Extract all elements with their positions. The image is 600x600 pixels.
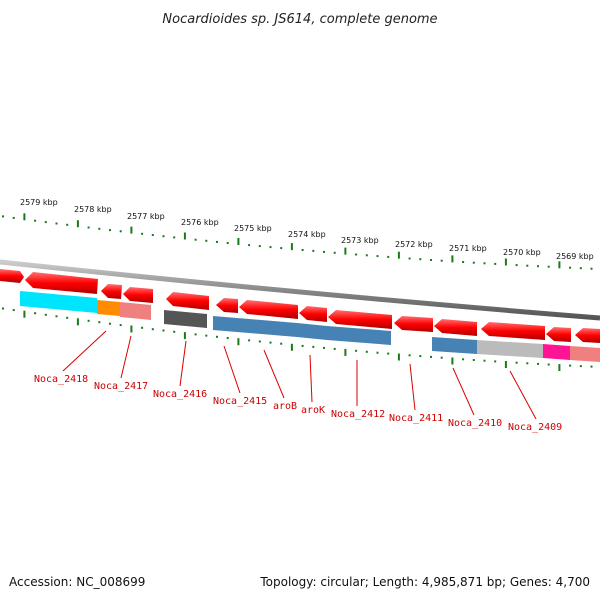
gene-label: Noca_2418 <box>34 374 88 385</box>
leader-line <box>309 354 313 403</box>
gene-arrow[interactable] <box>434 319 477 336</box>
gene-arrow[interactable] <box>123 287 153 303</box>
forward-strand-genes <box>0 269 600 343</box>
gene-block-cyan[interactable] <box>20 291 97 313</box>
scale-label: 2570 kbp <box>503 248 541 257</box>
gene-block-salmon[interactable] <box>570 346 600 362</box>
gene-arrow[interactable] <box>328 310 392 329</box>
scale-label: 2577 kbp <box>127 212 165 221</box>
map-title: Nocardioides sp. JS614, complete genome <box>162 12 437 27</box>
gene-block-lightgray[interactable] <box>477 340 543 358</box>
accession-text: Accession: NC_008699 <box>9 575 145 589</box>
leader-line <box>120 335 132 379</box>
lower-scale-ticks <box>2 307 593 372</box>
gene-block-darkgray[interactable] <box>164 310 207 328</box>
gene-arrow[interactable] <box>299 306 327 322</box>
genome-backbone <box>0 259 600 321</box>
gene-arrow[interactable] <box>546 327 571 342</box>
scale-label: 2573 kbp <box>341 236 379 245</box>
gene-label: Noca_2412 <box>331 409 385 420</box>
gene-block-orange[interactable] <box>97 300 120 316</box>
gene-block-salmon[interactable] <box>120 302 151 320</box>
leader-line <box>62 330 107 372</box>
leader-line <box>509 370 537 420</box>
leader-line <box>179 340 187 387</box>
gene-arrow[interactable] <box>239 300 298 319</box>
scale-label: 2569 kbp <box>556 252 594 261</box>
gene-label: Noca_2417 <box>94 381 148 392</box>
gene-arrow[interactable] <box>101 284 122 299</box>
gene-block-steelblue[interactable] <box>327 326 391 345</box>
scale-label: 2571 kbp <box>449 244 487 253</box>
scale-label: 2576 kbp <box>181 218 219 227</box>
scale-label: 2574 kbp <box>288 230 326 239</box>
gene-block-magenta[interactable] <box>543 344 570 360</box>
gene-block-steelblue[interactable] <box>213 316 297 337</box>
scale-label: 2575 kbp <box>234 224 272 233</box>
scale-label: 2579 kbp <box>20 198 58 207</box>
gene-arrow[interactable] <box>25 272 98 294</box>
gene-arrow[interactable] <box>394 316 433 332</box>
upper-scale-ticks <box>2 213 593 270</box>
scale-label: 2572 kbp <box>395 240 433 249</box>
gene-block-steelblue[interactable] <box>432 337 477 354</box>
scale-label: 2578 kbp <box>74 205 112 214</box>
gene-label: aroK <box>301 405 325 416</box>
gene-block-steelblue[interactable] <box>297 323 327 340</box>
gene-label: aroB <box>273 401 297 412</box>
leader-line <box>452 367 475 416</box>
gene-arrow[interactable] <box>575 328 600 343</box>
gene-label: Noca_2415 <box>213 396 267 407</box>
leader-line <box>263 349 285 399</box>
reverse-strand-genes <box>20 291 600 362</box>
topology-text: Topology: circular; Length: 4,985,871 bp… <box>259 575 590 589</box>
leader-line <box>223 345 241 394</box>
leader-line <box>409 363 416 411</box>
gene-arrow[interactable] <box>481 322 545 340</box>
gene-label: Noca_2410 <box>448 418 502 429</box>
gene-arrow[interactable] <box>0 269 24 283</box>
gene-arrow[interactable] <box>166 292 209 310</box>
gene-label: Noca_2411 <box>389 413 443 424</box>
gene-label: Noca_2416 <box>153 389 207 400</box>
gene-leader-lines <box>62 330 537 420</box>
gene-label: Noca_2409 <box>508 422 562 433</box>
gene-arrow[interactable] <box>216 298 238 313</box>
